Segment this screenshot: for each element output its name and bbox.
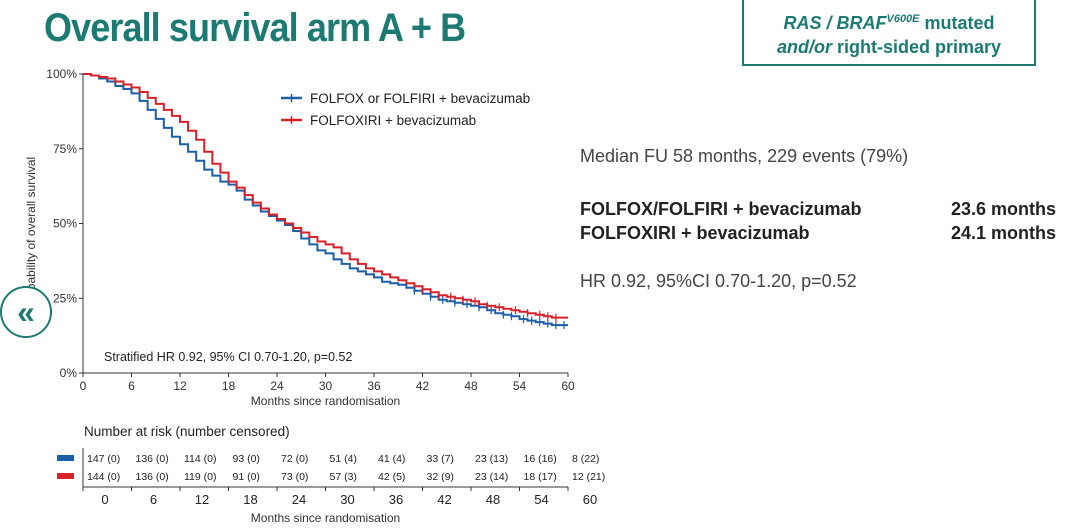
y-tick-label: 0% [60,366,78,380]
x-axis-label: Months since randomisation [251,394,400,408]
subgroup-label-box: RAS / BRAFV600E mutated and/or right-sid… [742,0,1036,66]
risk-table-cell: 57 (3) [330,471,357,483]
median-followup: Median FU 58 months, 229 events (79%) [580,146,909,166]
risk-table-cell: 73 (0) [281,471,308,483]
risk-table-cell: 33 (7) [427,453,454,465]
chart-annotation: Stratified HR 0.92, 95% CI 0.70-1.20, p=… [104,350,352,364]
km-curve-series-1 [83,73,568,327]
risk-table-tick-label: 48 [486,492,500,507]
km-curve-series-2 [83,73,568,319]
risk-table-tick-label: 18 [243,492,257,507]
risk-table-tick-label: 60 [583,492,597,507]
risk-table-tick-label: 6 [150,492,157,507]
x-tick-label: 30 [319,379,333,393]
subgroup-label-line1: RAS / BRAFV600E mutated [744,7,1034,35]
y-tick-label: 75% [53,142,77,156]
risk-table-cell: 136 (0) [136,453,169,465]
subgroup-label-line2: and/or right-sided primary [744,35,1034,59]
risk-table-swatch-2 [57,473,74,479]
risk-table-xlabel: Months since randomisation [251,511,400,525]
x-tick-label: 24 [270,379,284,393]
risk-table-cell: 51 (4) [330,453,357,465]
x-tick-label: 18 [222,379,236,393]
x-tick-label: 12 [173,379,187,393]
double-chevron-left-icon: « [17,294,35,330]
risk-table-cell: 12 (21) [572,471,605,483]
x-tick-label: 54 [513,379,527,393]
risk-table-cell: 23 (14) [475,471,508,483]
risk-table-cell: 93 (0) [233,453,260,465]
risk-table-title: Number at risk (number censored) [84,424,290,439]
risk-table-tick-label: 42 [437,492,451,507]
risk-table-cell: 42 (5) [378,471,405,483]
arm-row-1: FOLFOX/FOLFIRI + bevacizumab 23.6 months [580,197,1056,221]
stats-panel: Median FU 58 months, 229 events (79%) FO… [580,146,1070,292]
risk-table-cell: 23 (13) [475,453,508,465]
risk-table-cell: 16 (16) [524,453,557,465]
subgroup-sep: / [821,13,837,33]
slide-title: Overall survival arm A + B [44,6,466,50]
risk-table-tick-label: 12 [195,492,209,507]
arm-name-1: FOLFOX/FOLFIRI + bevacizumab [580,199,862,219]
risk-table-cell: 91 (0) [233,471,260,483]
previous-slide-button[interactable]: « [0,286,52,338]
arm-row-2: FOLFOXIRI + bevacizumab 24.1 months [580,221,1056,245]
risk-table-cell: 144 (0) [87,471,120,483]
y-axis-label: bability of overall survival [24,157,38,290]
risk-table-tick-label: 30 [340,492,354,507]
legend-label-1: FOLFOX or FOLFIRI + bevacizumab [310,91,530,106]
risk-table-tick-label: 36 [389,492,403,507]
x-tick-label: 36 [367,379,381,393]
subgroup-braf: BRAF [836,13,887,33]
subgroup-right-sided: right-sided primary [831,37,1002,57]
risk-table-tick-label: 54 [534,492,548,507]
risk-table-cell: 32 (9) [427,471,454,483]
risk-table-swatch-1 [57,455,74,461]
risk-table-cell: 18 (17) [524,471,557,483]
y-tick-label: 50% [53,217,77,231]
risk-table-cell: 136 (0) [136,471,169,483]
x-tick-label: 60 [561,379,575,393]
hazard-ratio: HR 0.92, 95%CI 0.70-1.20, p=0.52 [580,271,857,291]
y-tick-label: 25% [53,291,77,305]
subgroup-ras: RAS [783,13,822,33]
arm-median-1: 23.6 months [950,199,1056,219]
risk-table-cell: 72 (0) [281,453,308,465]
km-chart: 0%25%50%75%100%0 6 12 18 24 30 36 42 48 54 60Month… [24,67,605,525]
risk-table-cell: 114 (0) [184,453,217,465]
risk-table-cell: 8 (22) [572,453,599,465]
arm-median-2: 24.1 months [950,223,1056,243]
risk-table-tick-label: 24 [292,492,306,507]
risk-table-cell: 119 (0) [184,471,217,483]
legend-label-2: FOLFOXIRI + bevacizumab [310,113,476,128]
x-tick-label: 42 [416,379,430,393]
subgroup-mutated: mutated [919,13,995,33]
arm-name-2: FOLFOXIRI + bevacizumab [580,223,810,243]
y-tick-label: 100% [46,67,77,81]
risk-table-tick-label: 0 [101,492,108,507]
subgroup-braf-sup: V600E [886,13,920,25]
x-tick-label: 6 [128,379,135,393]
x-tick-label: 48 [464,379,478,393]
risk-table-cell: 41 (4) [378,453,405,465]
risk-table-cell: 147 (0) [87,453,120,465]
x-tick-label: 0 [80,379,87,393]
subgroup-andor: and/or [776,37,832,57]
